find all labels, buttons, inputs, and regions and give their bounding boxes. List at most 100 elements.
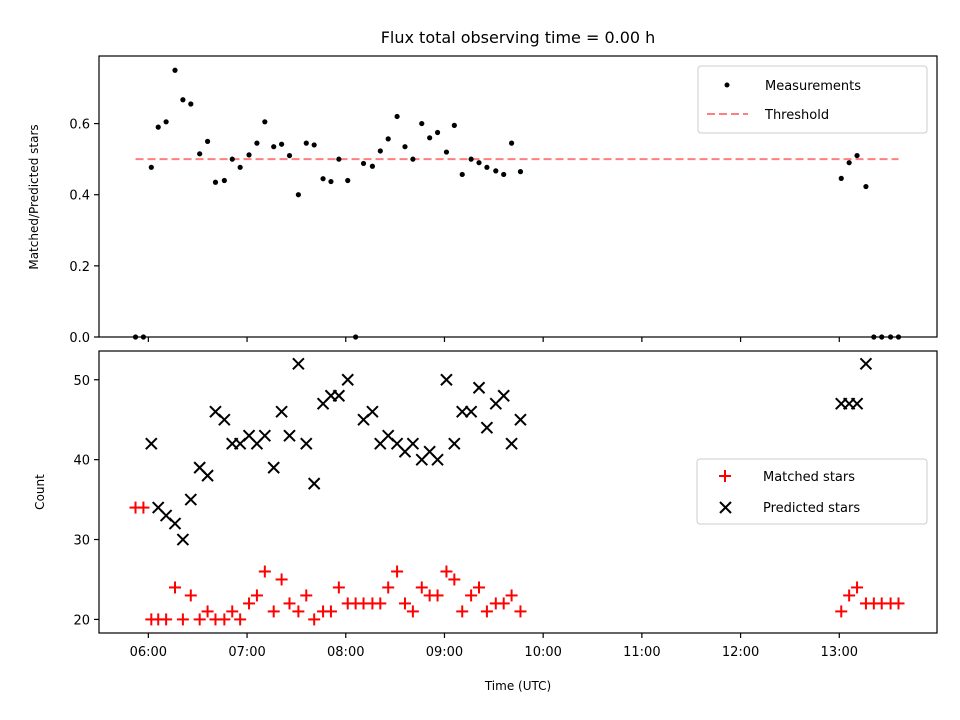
predicted-star-point [300, 437, 313, 450]
predicted-star-stroke [366, 405, 379, 418]
predicted-star-stroke [431, 453, 444, 466]
predicted-star-stroke [514, 413, 527, 426]
predicted-star-stroke [184, 493, 198, 506]
measurement-point [394, 113, 400, 120]
predicted-star-point [514, 413, 527, 426]
measurement-point [254, 140, 260, 146]
predicted-star-stroke [193, 461, 206, 474]
bottom-plot-frame [98, 350, 938, 634]
predicted-star-stroke [850, 397, 864, 410]
matched-star-point [169, 581, 182, 594]
matched-star-point [431, 589, 444, 602]
measurement-point [229, 156, 235, 162]
bottom-panel: Count Time (UTC) 20 30 40 50 06:00 07:00 08:00… [33, 350, 938, 693]
predicted-star-point [505, 437, 518, 450]
predicted-star-stroke [242, 429, 256, 442]
measurement-point [286, 152, 293, 159]
measurement-point [328, 178, 334, 185]
matched-star-point [480, 605, 493, 618]
matched-star-point [193, 613, 206, 626]
predicted-star-stroke [440, 373, 453, 386]
predicted-star-stroke [300, 437, 313, 450]
chart-title: Flux total observing time = 0.00 h [381, 28, 656, 47]
bottom-legend: Matched stars Predicted stars [696, 458, 928, 525]
measurement-point [377, 148, 383, 154]
measurement-point [443, 149, 450, 155]
matched-star-point [300, 589, 313, 602]
measurement-point [484, 164, 490, 170]
top-legend-box [697, 65, 928, 134]
matched-star-point [843, 589, 856, 602]
matched-star-point [226, 605, 239, 618]
predicted-star-point [332, 389, 346, 402]
matched-star-point [243, 597, 256, 610]
predicted-star-point [480, 421, 494, 434]
predicted-star-stroke [456, 405, 469, 418]
matched-star-point [201, 605, 214, 618]
predicted-star-point [218, 413, 231, 426]
predicted-star-point [201, 469, 214, 482]
predicted-star-point [168, 517, 182, 530]
measurement-point [508, 140, 515, 146]
top-y-tick-label: 0.4 [69, 189, 90, 204]
measurement-point [262, 119, 268, 125]
bottom-axis-ticks: 20 30 40 50 06:00 07:00 08:00 09:00 10:00 11:00 12… [73, 374, 858, 660]
predicted-star-stroke [218, 413, 231, 426]
predicted-star-stroke [381, 429, 395, 442]
predicted-star-stroke [258, 429, 272, 442]
matched-star-point [514, 605, 527, 618]
matched-star-point [283, 597, 296, 610]
matched-star-point [406, 605, 419, 618]
legend-label-matched-stars: Matched stars [763, 470, 855, 485]
bottom-legend-box [696, 458, 928, 525]
predicted-star-point [176, 533, 190, 546]
bottom-plot-marks [129, 357, 905, 626]
measurement-point [163, 119, 169, 125]
predicted-star-point [307, 477, 321, 490]
matched-star-point [440, 565, 453, 578]
x-tick-label: 08:00 [327, 645, 364, 660]
measurement-point [451, 122, 457, 128]
predicted-star-stroke [448, 437, 461, 450]
predicted-star-point [440, 373, 453, 386]
predicted-star-point [341, 373, 354, 386]
legend-marker-matched-stars [719, 470, 731, 482]
bottom-y-tick-label: 30 [73, 534, 90, 549]
predicted-star-point [448, 437, 461, 450]
measurement-point [459, 171, 465, 178]
measurement-point [501, 171, 507, 178]
matched-star-point [456, 605, 469, 618]
measurement-point [336, 156, 342, 162]
top-plot-marks [132, 67, 902, 340]
predicted-star-point [283, 429, 296, 442]
measurement-point [279, 141, 285, 147]
legend-label-predicted-stars: Predicted stars [763, 501, 860, 516]
matched-star-point [465, 589, 478, 602]
measurement-point [863, 183, 869, 190]
predicted-star-stroke [283, 429, 296, 442]
legend-marker-predicted-stars [719, 501, 732, 514]
predicted-star-point [406, 437, 420, 450]
predicted-star-point [456, 405, 469, 418]
predicted-star-point [366, 405, 379, 418]
legend-marker-measurements [724, 82, 730, 88]
matched-star-point [160, 613, 173, 626]
predicted-star-point [850, 397, 864, 410]
measurement-point [237, 164, 243, 170]
predicted-star-stroke [332, 389, 346, 402]
matched-star-point [398, 597, 411, 610]
matched-star-point [184, 589, 197, 602]
matched-star-point [391, 565, 404, 578]
measurement-point [468, 156, 474, 162]
matched-star-point [332, 581, 345, 594]
measurement-point [188, 101, 194, 107]
x-tick-label: 11:00 [623, 645, 660, 660]
measurement-point [846, 160, 852, 166]
predicted-star-point [431, 453, 444, 466]
matched-star-point [267, 605, 280, 618]
predicted-star-stroke [152, 501, 165, 514]
measurement-point [271, 144, 277, 150]
predicted-star-point [472, 381, 486, 394]
predicted-star-stroke [209, 405, 222, 418]
